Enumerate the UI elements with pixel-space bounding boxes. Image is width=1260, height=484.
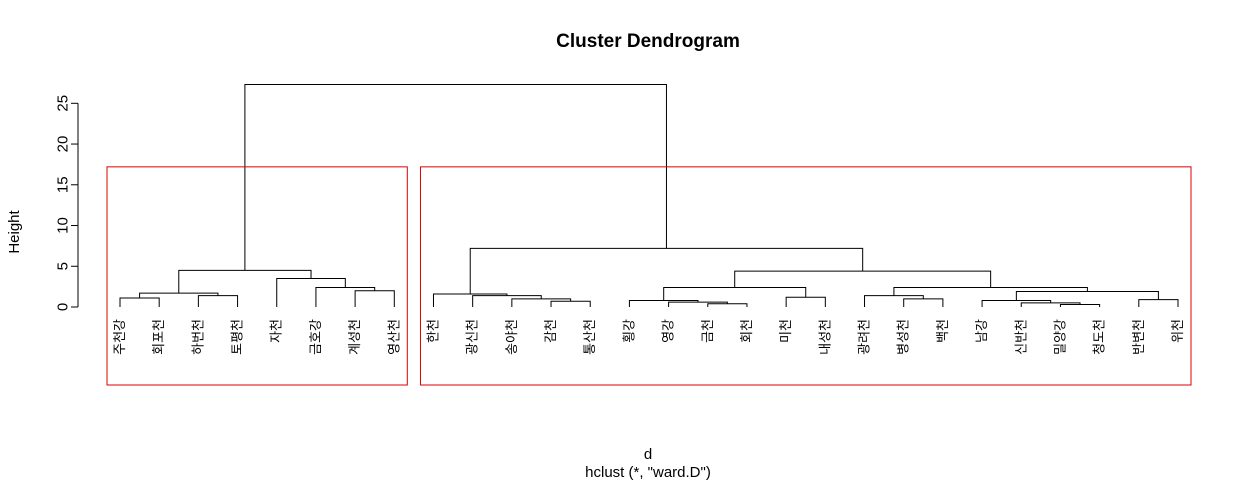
leaf-label: 미천: [779, 319, 794, 343]
dendrogram-link: [903, 298, 944, 307]
dendrogram-link: [1059, 304, 1101, 307]
leaf-label: 회포천: [152, 319, 167, 355]
leaf-label: 감천: [544, 319, 559, 343]
cluster-box: [106, 166, 408, 386]
leaf-labels: 주천강 회포천 하번천 토평천 자천 금호강 계성천 영산천 한천 광신천 송야천 감천 통산천 횡강 영강…: [113, 319, 1186, 355]
leaf-label: 금천: [701, 319, 716, 343]
dendrogram-link: [1138, 299, 1179, 307]
leaf-label: 한천: [426, 319, 441, 343]
dendrogram-link: [276, 277, 346, 307]
dendrogram-link: [432, 293, 508, 307]
leaf-label: 자천: [270, 319, 285, 343]
y-axis: 0 5 10 15 20 25: [54, 95, 79, 311]
dendrogram-link: [550, 300, 591, 307]
leaf-label: 주천강: [113, 319, 128, 355]
y-tick-label: 5: [54, 262, 71, 270]
dendrogram-link: [354, 290, 395, 307]
leaf-label: 계성천: [348, 319, 363, 355]
cluster-box: [419, 166, 1192, 386]
leaf-label: 위천: [1171, 319, 1186, 343]
dendrogram-link: [628, 299, 699, 307]
leaf-label: 반변천: [1132, 319, 1147, 355]
leaf-label: 송야천: [505, 319, 520, 355]
x-axis-label: d: [644, 446, 652, 463]
leaf-label: 신반천: [1014, 319, 1029, 355]
leaf-label: 영강: [662, 319, 677, 343]
leaf-label: 병성천: [897, 319, 912, 355]
dendrogram-link: [864, 295, 924, 307]
leaf-label: 광려천: [858, 319, 873, 355]
leaf-label: 통산천: [583, 319, 598, 355]
dendrogram-link: [1015, 291, 1159, 301]
y-tick-label: 15: [54, 176, 71, 193]
leaf-label: 광신천: [466, 319, 481, 355]
leaf-label: 영산천: [387, 319, 402, 355]
dendrogram-link: [244, 84, 667, 271]
chart-title: Cluster Dendrogram: [556, 31, 740, 52]
dendrogram-link: [1020, 302, 1081, 307]
y-tick-label: 25: [54, 95, 71, 112]
y-tick-label: 20: [54, 136, 71, 153]
leaf-label: 금호강: [309, 319, 324, 355]
dendrogram-link: [668, 301, 728, 307]
dendrogram-branches: [119, 84, 1179, 307]
leaf-label: 횡강: [622, 319, 637, 343]
dendrogram-link: [472, 295, 542, 307]
leaf-label: 내성천: [818, 319, 833, 355]
y-tick-label: 0: [54, 303, 71, 311]
dendrogram-link: [785, 296, 826, 307]
leaf-label: 회천: [740, 319, 755, 343]
leaf-label: 밀양강: [1053, 319, 1068, 355]
dendrogram-link: [197, 295, 239, 307]
chart-subtitle: hclust (*, "ward.D"): [585, 464, 711, 481]
dendrogram-link: [707, 303, 748, 307]
dendrogram-link: [178, 269, 312, 294]
leaf-label: 백천: [936, 319, 951, 343]
leaf-label: 토평천: [231, 319, 246, 355]
dendrogram-link: [734, 270, 992, 288]
dendrogram-link: [511, 298, 572, 307]
cluster-boxes: [106, 166, 1192, 386]
dendrogram-link: [981, 299, 1052, 307]
dendrogram-link: [119, 297, 160, 307]
leaf-label: 청도천: [1093, 319, 1108, 355]
y-tick-label: 10: [54, 217, 71, 234]
y-axis-label: Height: [6, 209, 23, 253]
dendrogram-link: [663, 286, 807, 301]
leaf-label: 하번천: [191, 319, 206, 355]
leaf-label: 남강: [975, 319, 990, 343]
